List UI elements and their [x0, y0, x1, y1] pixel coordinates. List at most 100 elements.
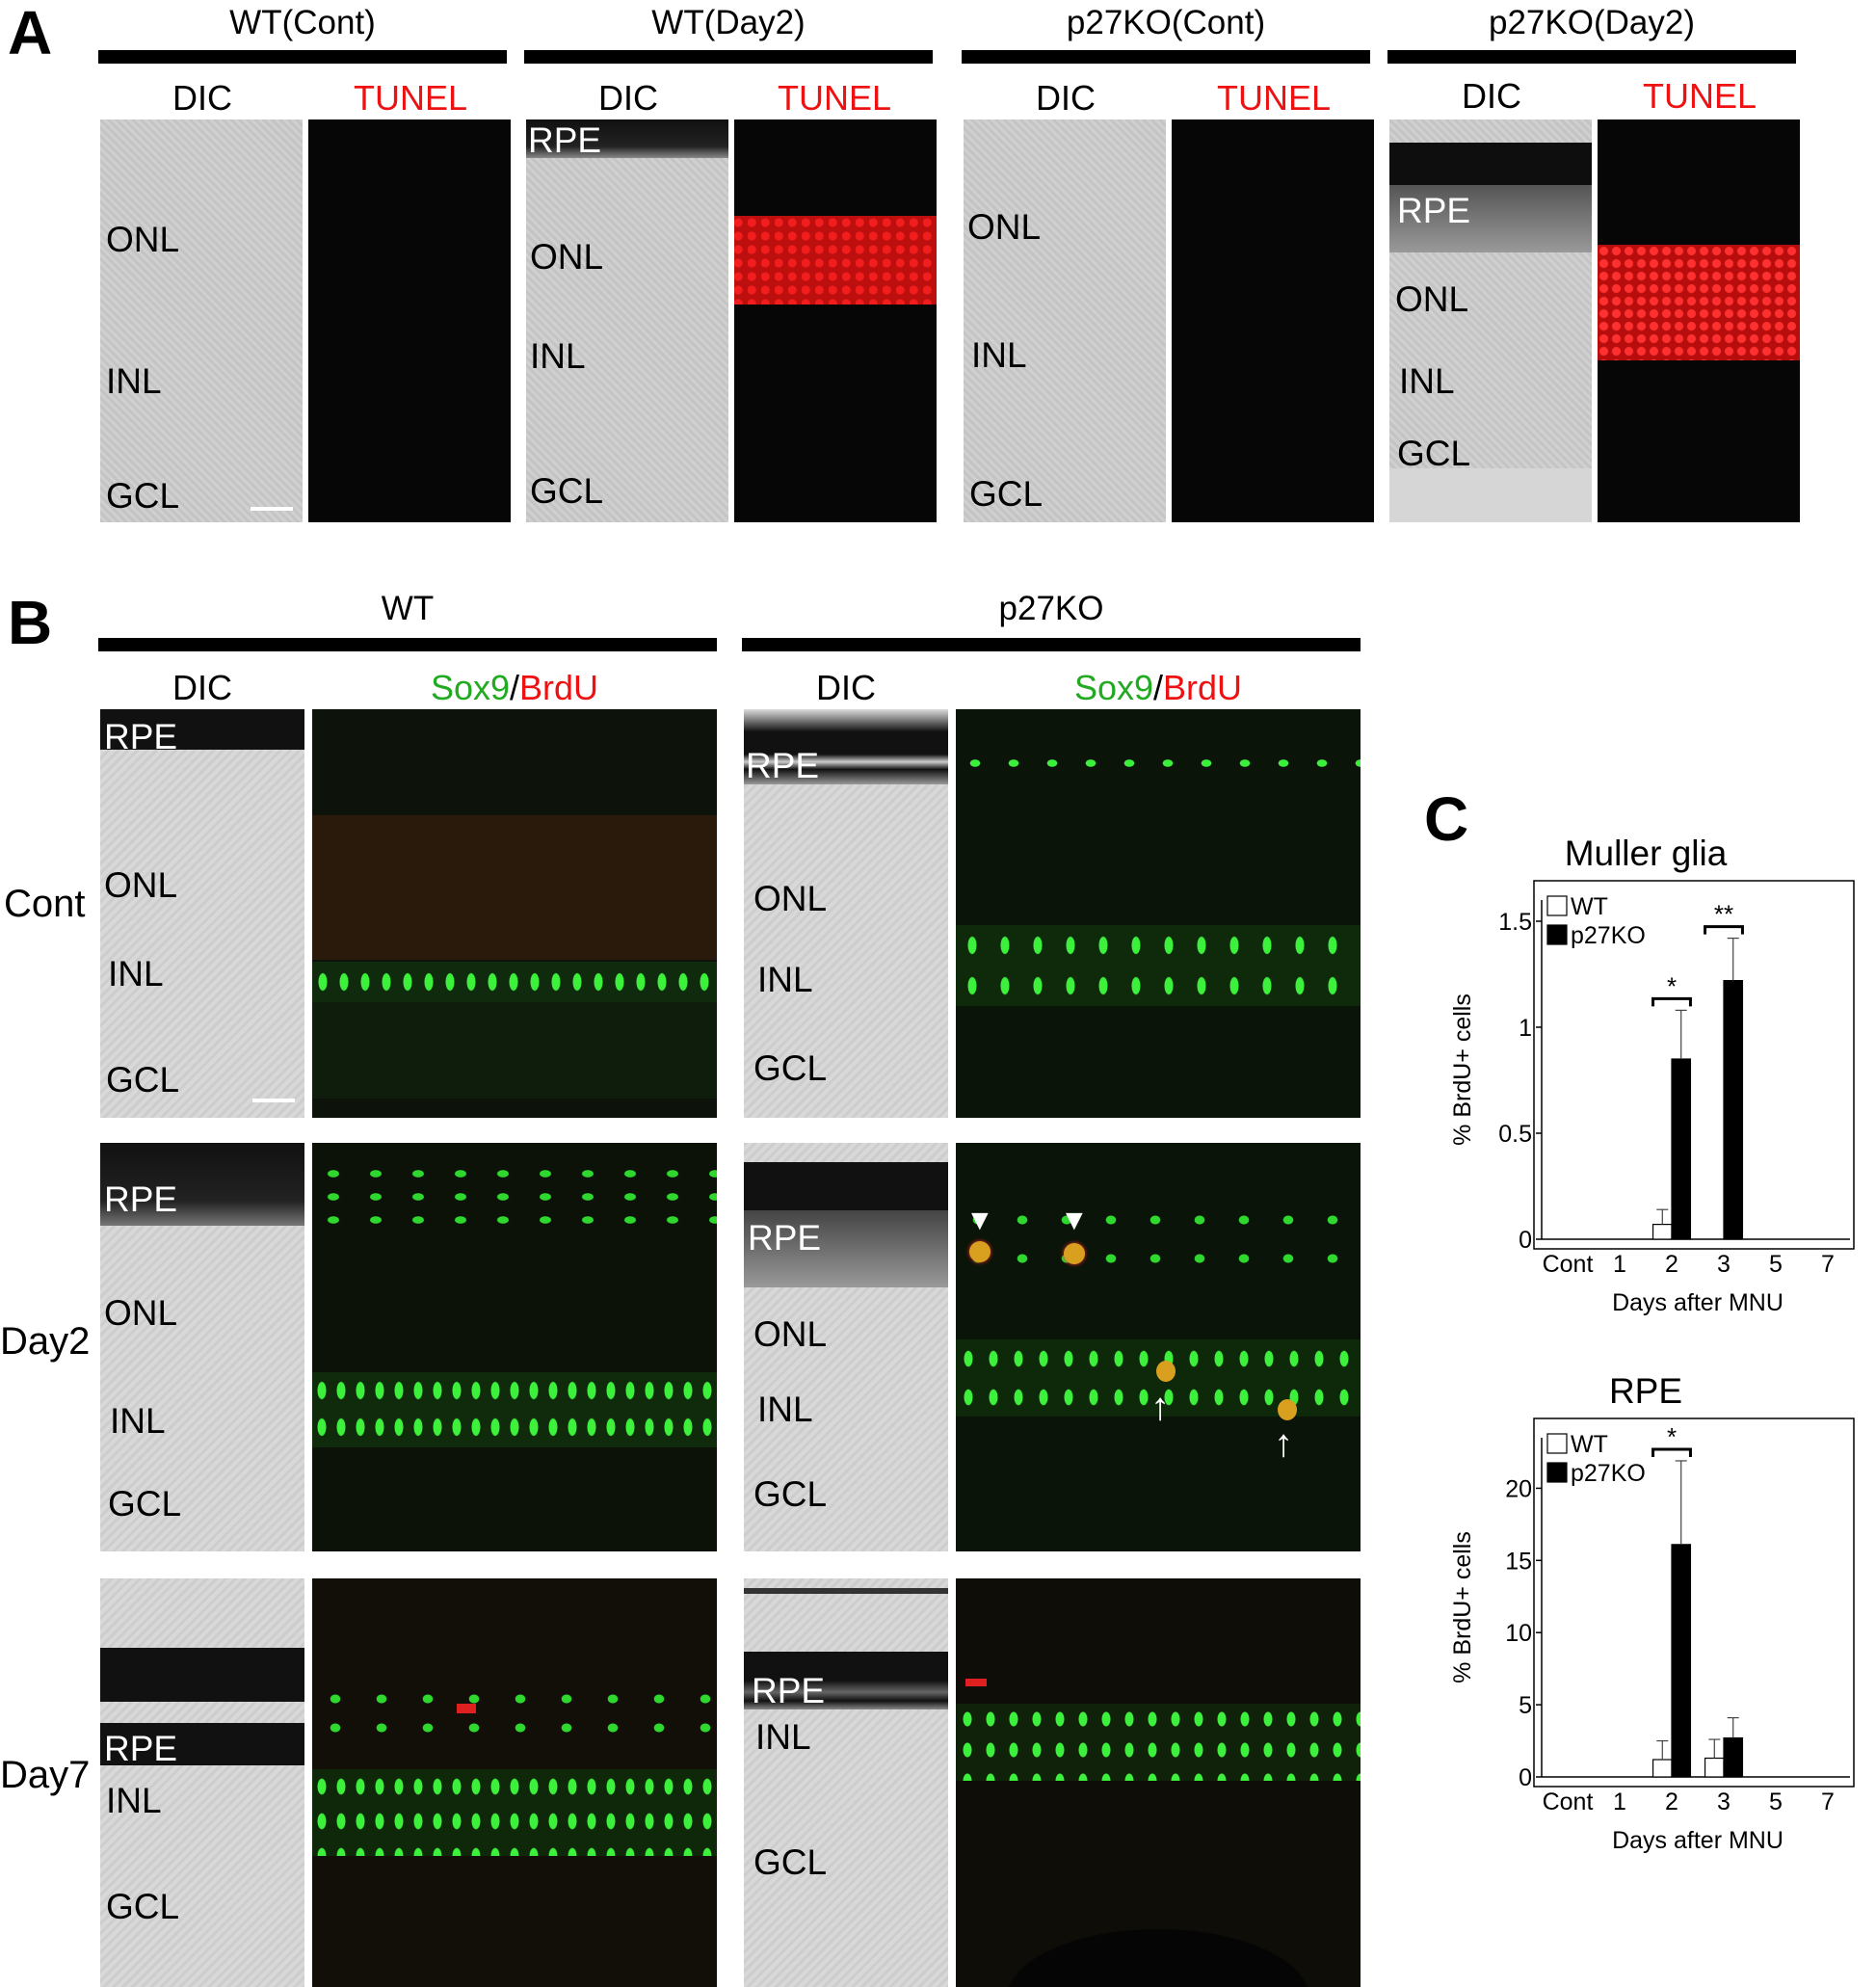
- brdu-sox9-double-positive: [1156, 1361, 1176, 1382]
- chart-muller-glia: Muller glia 0 0.5 1 1.5 % BrdU+ cells Cont 1 2 3 5…: [1416, 831, 1876, 1332]
- sox9-text: Sox9: [430, 668, 510, 707]
- dic-image-ko-day2: RPE ONL INL GCL: [1389, 119, 1592, 522]
- sox9-positive-rpe: [956, 1201, 1361, 1278]
- legend-swatch-wt: [1546, 895, 1568, 916]
- dic-image-wt-day2: RPE ONL INL GCL: [526, 119, 728, 522]
- significance-label: *: [1667, 971, 1677, 1000]
- layer-label-gcl: GCL: [969, 474, 1044, 514]
- y-tick-label: 0: [1519, 1764, 1532, 1791]
- layer-label-inl: INL: [757, 960, 813, 999]
- rpe-pigment-bottom: [100, 1723, 304, 1765]
- layer-label-onl: ONL: [753, 879, 828, 918]
- layer-label-gcl: GCL: [106, 1060, 180, 1099]
- group-bar: [524, 50, 933, 64]
- group-bar: [98, 50, 507, 64]
- arrowhead-icon: ▼: [1060, 1205, 1089, 1236]
- layer-label-gcl: GCL: [530, 471, 604, 511]
- sox9-positive-inl: [956, 925, 1361, 1006]
- chart-svg: Muller glia 0 0.5 1 1.5 % BrdU+ cells Cont 1 2 3 5…: [1449, 834, 1855, 1316]
- membrane-line: [744, 1588, 948, 1594]
- x-tick-label: 2: [1665, 1251, 1678, 1278]
- layer-label-gcl: GCL: [753, 1048, 828, 1088]
- chart-title: RPE: [1609, 1371, 1682, 1411]
- layer-label-onl: ONL: [1395, 279, 1469, 319]
- dic-image-wt-cont: ONL INL GCL: [100, 119, 303, 522]
- layer-label-gcl: GCL: [106, 476, 180, 516]
- tunel-image-ko-cont: [1172, 119, 1374, 522]
- group-title-p27ko: p27KO: [998, 590, 1104, 627]
- layer-label-inl: INL: [108, 954, 164, 994]
- sox9-positive-inl: [312, 1372, 717, 1447]
- tunel-label: TUNEL: [1642, 76, 1757, 116]
- slash-text: /: [1153, 668, 1164, 707]
- significance-bracket: [1651, 996, 1692, 1007]
- x-tick-label: Cont: [1543, 1251, 1594, 1278]
- chart-frame: [1533, 880, 1855, 1250]
- sox9-brdu-image-ko-day7: [956, 1578, 1361, 1987]
- brdu-positive: [457, 1704, 476, 1713]
- sox9-positive-inl: [312, 1769, 717, 1856]
- bar-wt: [1704, 1757, 1725, 1778]
- group-title-wt: WT: [381, 590, 435, 627]
- vitreous-area: [1389, 468, 1592, 522]
- dic-image-wt-day2: RPE ONL INL GCL: [100, 1143, 304, 1551]
- sox9-brdu-image-ko-day2: ▼ ▼ ↑ ↑: [956, 1143, 1361, 1551]
- y-axis-label: % BrdU+ cells: [1449, 994, 1476, 1146]
- x-tick-label: Cont: [1543, 1788, 1594, 1815]
- bar-wt: [1651, 1224, 1673, 1240]
- y-tick-label: 20: [1505, 1475, 1532, 1502]
- sox9-brdu-image-wt-day2: [312, 1143, 717, 1551]
- group-bar: [962, 50, 1370, 64]
- tunel-image-wt-day2: [734, 119, 937, 522]
- y-tick-label: 5: [1519, 1692, 1532, 1719]
- bar-p27ko: [1723, 1736, 1744, 1778]
- sox9-brdu-label: Sox9/BrdU: [312, 671, 717, 705]
- layer-label-rpe: RPE: [746, 746, 820, 785]
- layer-label-rpe: RPE: [528, 120, 602, 160]
- dic-label: DIC: [172, 668, 232, 707]
- dic-image-wt-day7: RPE INL GCL: [100, 1578, 304, 1987]
- panel-a-letter: A: [8, 0, 53, 67]
- rpe-pigment: [744, 1652, 948, 1709]
- layer-label-gcl: GCL: [753, 1842, 828, 1882]
- rpe-debris: [744, 1210, 948, 1287]
- bar-p27ko: [1671, 1544, 1692, 1778]
- x-tick-label: 1: [1613, 1251, 1626, 1278]
- tunel-positive-onl: [734, 216, 937, 305]
- onl-background: [312, 815, 717, 960]
- group-title-ko-day2: p27KO(Day2): [1489, 4, 1695, 41]
- layer-label-rpe: RPE: [1397, 191, 1471, 230]
- sox9-positive-inl: [956, 1704, 1361, 1781]
- x-tick-label: 7: [1821, 1251, 1835, 1278]
- rpe-pigment: [100, 709, 304, 750]
- rpe-debris: [1389, 185, 1592, 252]
- dic-label: DIC: [1462, 76, 1521, 116]
- layer-label-inl: INL: [755, 1717, 811, 1757]
- layer-label-rpe: RPE: [752, 1671, 826, 1710]
- sox9-brdu-label: Sox9/BrdU: [956, 671, 1361, 705]
- layer-label-onl: ONL: [106, 220, 180, 259]
- dic-image-ko-cont: ONL INL GCL: [964, 119, 1166, 522]
- tunel-label: TUNEL: [777, 78, 892, 118]
- brdu-positive: [965, 1679, 987, 1686]
- layer-label-inl: INL: [757, 1390, 813, 1429]
- dic-image-ko-day7: RPE INL GCL: [744, 1578, 948, 1987]
- significance-label: *: [1667, 1422, 1677, 1451]
- dic-label: DIC: [816, 668, 876, 707]
- panel-b-letter: B: [8, 588, 53, 657]
- x-tick-label: 7: [1821, 1788, 1835, 1815]
- brdu-sox9-double-positive: [969, 1241, 991, 1262]
- legend-swatch-p27ko: [1546, 1462, 1568, 1483]
- brdu-sox9-double-positive: [1064, 1243, 1085, 1264]
- rpe-pigment: [100, 1143, 304, 1226]
- y-axis-label: % BrdU+ cells: [1449, 1531, 1476, 1683]
- legend-swatch-p27ko: [1546, 924, 1568, 945]
- chart-frame: [1533, 1417, 1855, 1788]
- rpe-pigment: [744, 1162, 948, 1210]
- layer-label-onl: ONL: [104, 1293, 178, 1333]
- significance-bracket: [1704, 925, 1744, 935]
- dic-label: DIC: [1036, 78, 1096, 118]
- layer-label-inl: INL: [530, 336, 586, 376]
- layer-label-onl: ONL: [967, 207, 1042, 247]
- x-tick-label: 5: [1769, 1788, 1783, 1815]
